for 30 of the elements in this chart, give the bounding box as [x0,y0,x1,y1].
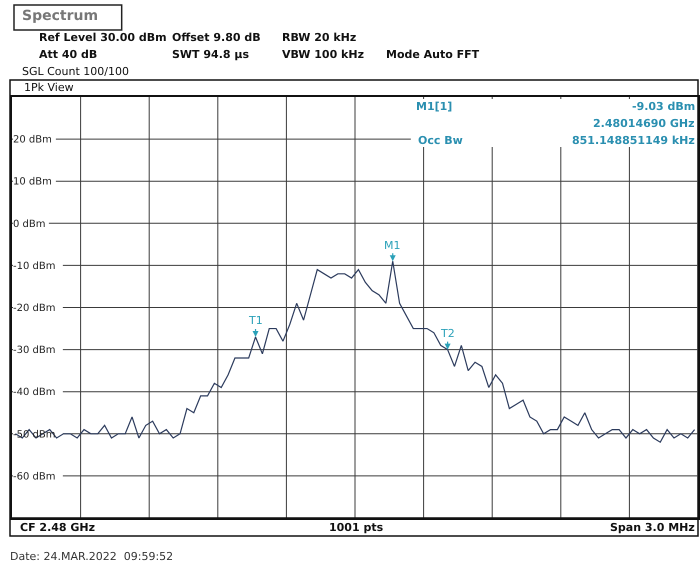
y-tick-label: -40 dBm [13,387,56,398]
annotation: T1 [248,314,263,327]
y-tick-label: -20 dBm [13,303,56,314]
text: Date: 24.MAR.2022 09:59:52 [10,550,174,563]
text: Span 3.0 MHz [610,521,695,534]
text: SWT 94.8 µs [172,48,250,61]
annotation: 851.148851149 kHz [572,134,695,147]
y-tick-label: -60 dBm [13,471,56,482]
annotation: 2.48014690 GHz [593,117,695,130]
text: SGL Count 100/100 [22,65,129,78]
y-tick-label: -10 dBm [13,260,56,272]
text: 1001 pts [329,521,384,534]
y-tick-label: 20 dBm [13,134,52,146]
y-tick-label: 10 dBm [13,176,52,188]
chart-title: Spectrum [22,8,98,24]
text: CF 2.48 GHz [20,521,96,534]
y-tick-label: 0 dBm [13,218,46,230]
text: VBW 100 kHz [282,48,364,61]
text: Mode Auto FFT [386,48,480,61]
annotation: M1 [384,239,400,252]
annotation: T2 [440,327,455,340]
annotation: Occ Bw [418,134,463,147]
text: RBW 20 kHz [282,31,356,44]
text: Ref Level 30.00 dBm [39,31,167,44]
text: Offset 9.80 dB [172,31,261,44]
text: 1Pk View [24,81,74,94]
y-tick-label: -30 dBm [13,345,56,356]
annotation: M1[1] [416,100,452,113]
annotation: -9.03 dBm [632,100,696,113]
text: Att 40 dB [39,48,98,61]
